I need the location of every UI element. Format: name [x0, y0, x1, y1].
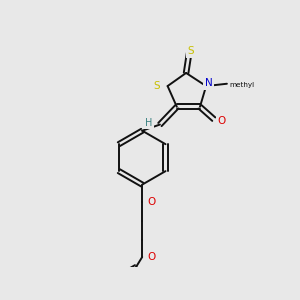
Text: O: O: [218, 116, 226, 126]
Text: S: S: [188, 46, 194, 56]
Text: N: N: [205, 78, 212, 88]
Text: methyl: methyl: [229, 82, 254, 88]
Text: O: O: [147, 252, 156, 262]
Text: O: O: [147, 196, 156, 206]
Text: H: H: [146, 118, 153, 128]
Text: S: S: [154, 81, 160, 91]
